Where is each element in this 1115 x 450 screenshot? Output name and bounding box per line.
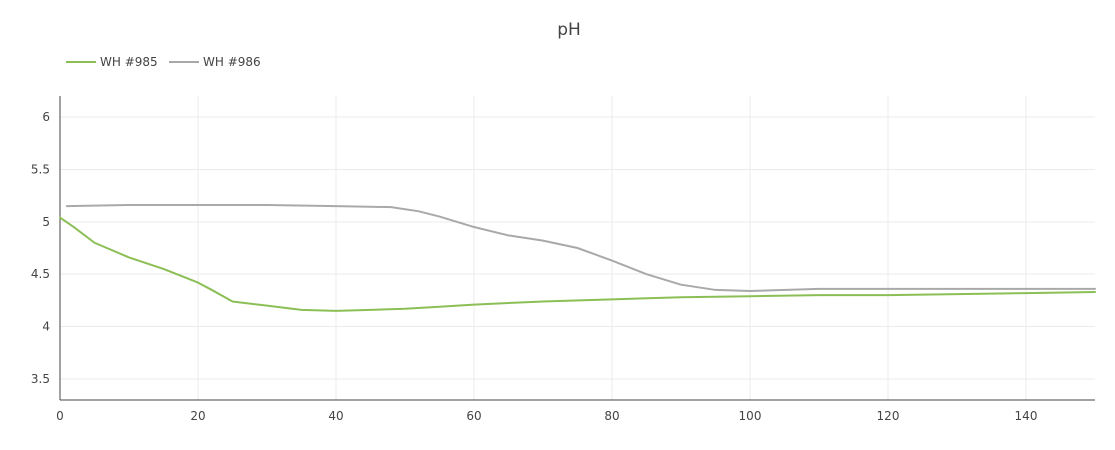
tick-labels: 0 20 40 60 80 100 120 140 3.5 4 4.5 5 5.5 6 [31,110,1038,423]
x-tick-label: 60 [466,409,481,423]
y-tick-label: 4.5 [31,267,50,281]
x-tick-label: 0 [56,409,64,423]
series-line-2 [65,204,1096,292]
series-line-1 [59,216,1096,312]
y-tick-label: 4 [42,320,50,334]
y-tick-label: 5.5 [31,162,50,176]
chart-title: pH [557,20,581,40]
x-tick-label: 140 [1015,409,1038,423]
legend-item-1[interactable]: WH #985 [66,55,158,69]
grid-lines [60,96,1095,400]
y-tick-label: 3.5 [31,372,50,386]
y-tick-label: 5 [42,215,50,229]
x-tick-label: 100 [739,409,762,423]
x-tick-label: 120 [877,409,900,423]
x-tick-label: 80 [604,409,619,423]
series-layer [59,204,1096,312]
x-tick-label: 20 [190,409,205,423]
legend-label: WH #986 [203,55,261,69]
y-tick-label: 6 [42,110,50,124]
legend-item-2[interactable]: WH #986 [169,55,261,69]
x-tick-label: 40 [328,409,343,423]
legend-label: WH #985 [100,55,158,69]
axes [59,96,1095,401]
chart-legend: WH #985 WH #986 [66,55,261,69]
